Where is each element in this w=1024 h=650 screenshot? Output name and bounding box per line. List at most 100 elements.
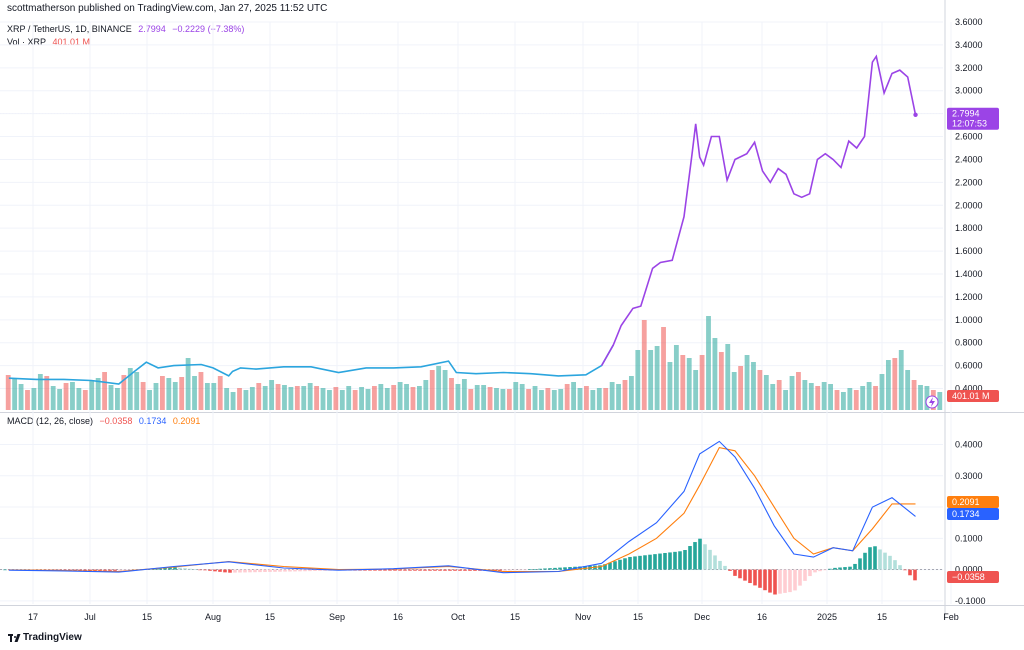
macd-hist-bar [113, 569, 117, 571]
macd-hist-bar [803, 569, 807, 581]
macd-hist-bar [723, 565, 727, 570]
volume-bar [776, 380, 782, 410]
macd-hist-bar [733, 569, 737, 576]
volume-bar [661, 327, 666, 410]
macd-hist-bar [168, 567, 172, 570]
macd-axis-tick: 0.0000 [955, 565, 983, 575]
macd-hist-bar [83, 569, 87, 571]
volume-bar [442, 370, 448, 410]
time-axis-tick: Dec [694, 612, 711, 622]
macd-hist-bar [793, 569, 797, 591]
volume-bar [204, 383, 210, 410]
macd-hist-bar [243, 569, 247, 573]
volume-bar [603, 388, 609, 410]
price-axis-tick: 1.8000 [955, 223, 983, 233]
volume-bar [95, 378, 101, 410]
macd-hist-bar [543, 568, 547, 570]
macd-label[interactable]: MACD (12, 26, close) [7, 416, 94, 426]
volume-bar [82, 390, 88, 410]
volume-bar [256, 383, 262, 410]
macd-hist-bar [288, 569, 292, 572]
macd-hist-bar [223, 569, 227, 573]
time-axis-tick: 15 [510, 612, 520, 622]
macd-hist-bar [858, 558, 862, 570]
volume-bar [770, 384, 776, 410]
macd-hist-bar [78, 569, 82, 571]
macd-hist-bar [473, 569, 477, 571]
macd-hist-bar [883, 552, 887, 570]
volume-bar [680, 355, 686, 410]
volume-bar [468, 389, 474, 410]
macd-hist-bar [553, 567, 557, 570]
volume-bar [37, 374, 43, 410]
volume-bar [172, 382, 178, 410]
volume-bar [192, 376, 197, 410]
volume-bar [166, 378, 172, 410]
volume-legend: Vol · XRP 401.01 M [7, 37, 94, 47]
volume-bar [738, 366, 744, 410]
volume-bar [230, 392, 236, 410]
macd-hist-bar [468, 569, 472, 571]
volume-bar [654, 346, 660, 410]
macd-hist-bar [118, 569, 122, 571]
volume-bar [307, 383, 313, 410]
macd-hist-bar [518, 569, 522, 571]
volume-bar [262, 386, 268, 410]
volume-bar [359, 387, 364, 410]
macd-hist-bar [103, 569, 107, 571]
price-axis-tick: 0.6000 [955, 361, 983, 371]
price-axis-tick: 3.0000 [955, 86, 983, 96]
macd-line [8, 440, 916, 574]
macd-hist-bar [763, 569, 767, 591]
volume-bar [731, 372, 737, 410]
macd-hist-bar [128, 569, 132, 571]
symbol-label[interactable]: XRP / TetherUS, 1D, BINANCE [7, 24, 132, 34]
volume-bar [339, 390, 345, 410]
macd-hist-bar [363, 569, 367, 571]
volume-bar [892, 358, 898, 410]
macd-hist-bar [628, 556, 632, 570]
hist-badge: −0.0358 [947, 571, 999, 583]
volume-bar [757, 370, 763, 410]
price-axis[interactable]: 3.60003.40003.20003.00002.80002.60002.40… [955, 17, 983, 394]
macd-hist-bar [758, 569, 762, 588]
volume-bar [288, 387, 294, 410]
macd-hist-value: −0.0358 [99, 416, 133, 426]
macd-hist-bar [603, 564, 607, 570]
macd-hist-bar [73, 569, 77, 571]
volume-bar [429, 370, 435, 410]
time-axis[interactable]: 17 Jul 15 Aug 15 Sep 16 Oct 15 Nov 15 Dec 16 2025 15 Fe… [28, 612, 959, 622]
volume-bar [937, 392, 943, 410]
volume-label[interactable]: Vol · XRP [7, 37, 47, 47]
macd-hist-bar [178, 567, 182, 570]
macd-hist-bar [868, 547, 872, 570]
volume-bar [918, 385, 923, 410]
volume-bar [372, 386, 377, 410]
volume-bar [397, 382, 403, 410]
macd-hist-bar [608, 562, 612, 570]
volume-bar [314, 386, 320, 410]
volume-bar [751, 362, 756, 410]
volume-bar [911, 380, 917, 410]
price-change: −0.2229 (−7.38%) [172, 24, 245, 34]
volume-bar [500, 389, 506, 410]
macd-hist-bar [843, 567, 847, 570]
macd-hist-bar [713, 555, 717, 570]
svg-text:2.7994: 2.7994 [952, 109, 980, 119]
volume-bar [243, 390, 249, 410]
macd-hist-bar [898, 565, 902, 570]
volume-bar [622, 380, 628, 410]
macd-hist-bar [198, 569, 202, 571]
macd-signal-value: 0.2091 [172, 416, 201, 426]
svg-text:0.1734: 0.1734 [952, 509, 980, 519]
tradingview-logo[interactable]: TradingView [8, 632, 82, 643]
lightning-icon[interactable] [925, 395, 939, 409]
volume-bar [699, 355, 705, 410]
macd-badge: 0.1734 [947, 508, 999, 520]
volume-bar [590, 390, 596, 410]
macd-hist-bar [123, 569, 127, 571]
macd-hist-bar [728, 569, 732, 571]
macd-hist-bar [218, 569, 222, 572]
macd-hist-bar [878, 549, 882, 570]
